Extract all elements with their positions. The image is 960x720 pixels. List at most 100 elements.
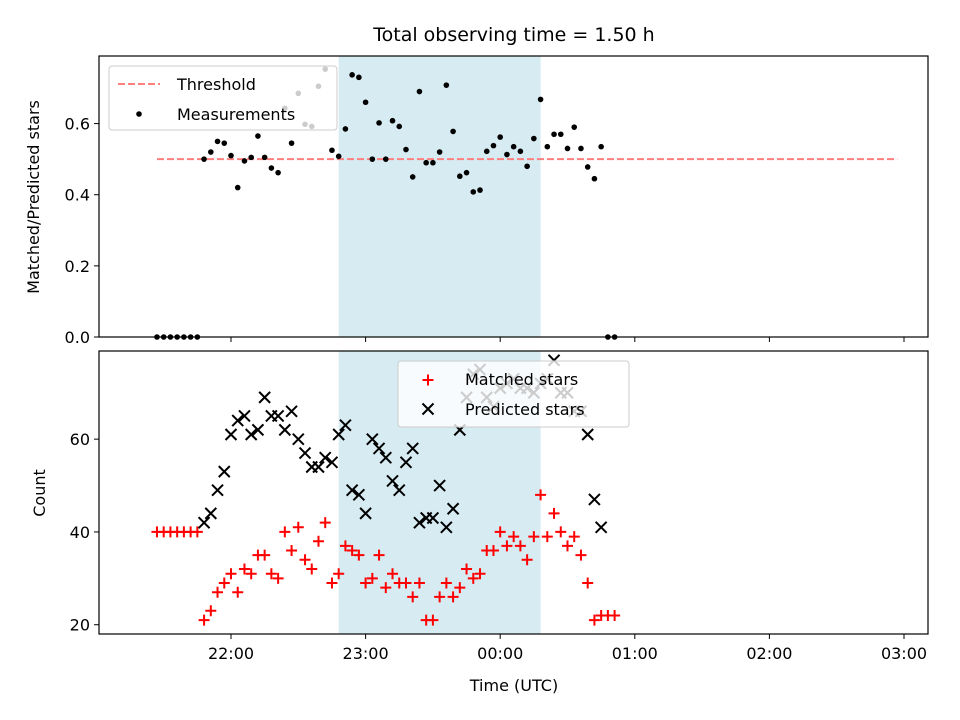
legend-predicted-swatch [421, 402, 435, 416]
matched-point [400, 577, 412, 589]
predicted-point [285, 405, 298, 418]
matched-point [528, 531, 540, 543]
bottom-panel: 20 40 60 22:00 23:00 00:00 01:00 02:00 03:00 Matc… [70, 350, 929, 663]
matched-point [225, 568, 237, 580]
measurement-point [564, 145, 571, 152]
predicted-point [271, 409, 285, 423]
top-legend: Threshold Measurements [108, 65, 338, 131]
x-tick-label: 22:00 [208, 644, 254, 663]
measurement-point [221, 140, 228, 146]
matched-point [259, 549, 271, 561]
matched-point [265, 568, 277, 580]
matched-point [434, 591, 446, 603]
legend-measurements-label: Measurements [177, 105, 295, 124]
predicted-point [238, 409, 251, 423]
matched-point [609, 609, 621, 621]
legend-measurements-swatch [136, 111, 142, 117]
matched-point [562, 540, 573, 552]
matched-point [514, 540, 526, 552]
shaded-interval [338, 56, 541, 337]
predicted-point [251, 423, 265, 437]
measurement-point [571, 124, 578, 130]
predicted-point [204, 507, 218, 520]
measurement-point [275, 169, 281, 176]
predicted-point [211, 483, 224, 497]
matched-point [541, 531, 553, 543]
predicted-point [426, 511, 440, 525]
matched-point [312, 535, 324, 547]
predicted-point [413, 516, 426, 529]
matched-point [373, 549, 385, 561]
predicted-point [244, 428, 258, 441]
predicted-point [197, 516, 211, 529]
measurement-point [443, 82, 450, 88]
matched-point [353, 549, 365, 561]
predicted-point [406, 442, 419, 455]
measurement-point [497, 134, 504, 140]
measurement-point [335, 153, 342, 160]
predicted-point [581, 428, 594, 441]
measurement-point [268, 165, 275, 171]
matched-point [279, 526, 291, 538]
matched-point [508, 531, 520, 543]
predicted-point [298, 446, 312, 460]
predicted-point [440, 521, 453, 534]
y-tick-label: 0.2 [65, 257, 90, 276]
measurement-point [369, 156, 376, 162]
matched-point [568, 531, 580, 543]
matched-point [245, 568, 257, 580]
matched-point [454, 582, 466, 594]
measurement-point [510, 143, 517, 150]
x-tick-label: 02:00 [746, 644, 792, 663]
matched-point [521, 554, 533, 566]
legend-frame [397, 360, 630, 428]
predicted-point [594, 521, 608, 534]
legend-matched-swatch [422, 374, 434, 386]
measurement-point [584, 164, 591, 170]
matched-point [333, 568, 345, 580]
measurement-point [531, 135, 537, 142]
matched-point [339, 540, 351, 552]
x-tick-label: 01:00 [612, 644, 658, 663]
measurement-point [578, 145, 584, 152]
predicted-point [372, 442, 386, 455]
matched-point [494, 526, 506, 538]
measurement-point [288, 140, 295, 146]
matched-point [360, 577, 372, 589]
predicted-point [231, 414, 244, 427]
measurement-point [416, 88, 423, 95]
measurement-point [537, 96, 544, 103]
predicted-point [218, 465, 231, 478]
matched-point [306, 563, 318, 575]
predicted-point [366, 432, 379, 446]
matched-point [407, 591, 419, 603]
matched-point [286, 544, 298, 556]
matched-point [588, 614, 600, 626]
measurement-point [470, 189, 477, 195]
measurement-point [255, 133, 261, 139]
matched-point [380, 582, 392, 594]
measurement-point [557, 131, 564, 138]
measurement-point [214, 138, 221, 145]
matched-point [427, 614, 439, 626]
measurement-point [450, 128, 456, 135]
measurement-point [228, 152, 234, 159]
measurement-point [241, 158, 248, 164]
predicted-point [278, 423, 292, 437]
matched-point [212, 586, 224, 598]
measurement-point [382, 156, 389, 162]
measurement-point [362, 99, 369, 106]
y-tick-label: 0.4 [65, 186, 90, 205]
measurement-point [457, 173, 463, 180]
matched-point [218, 577, 230, 589]
matched-point [548, 507, 560, 519]
measurement-point [591, 175, 598, 182]
matched-point [535, 489, 547, 501]
matched-point [292, 521, 304, 533]
y-tick-label: 20 [70, 616, 90, 635]
measurement-point [403, 146, 409, 153]
matched-point [198, 614, 210, 626]
matched-point [440, 577, 452, 589]
measurement-point [409, 174, 416, 180]
matched-point [326, 577, 338, 589]
